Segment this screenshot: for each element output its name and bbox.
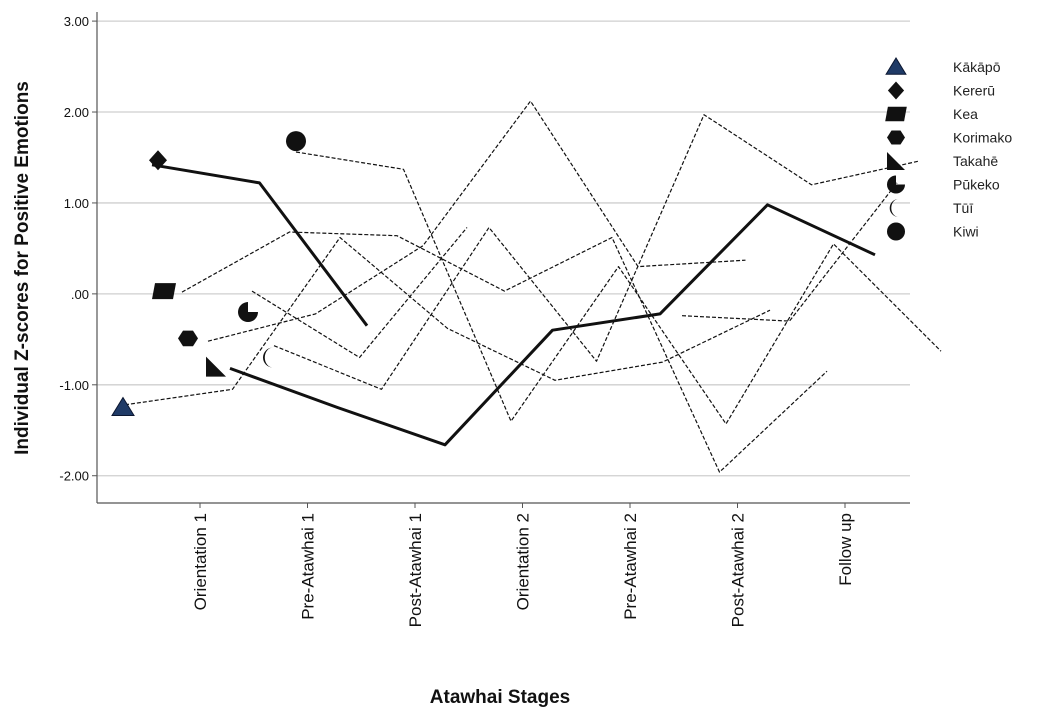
legend-label: Pūkeko (953, 177, 1000, 193)
legend-label: Tūī (953, 200, 973, 216)
y-tick-label: .00 (71, 287, 89, 302)
x-tick-label: Pre-Atawhai 1 (299, 513, 318, 620)
diamond-marker (888, 82, 904, 100)
legend-item: Pūkeko (887, 176, 1000, 194)
x-tick-label: Post-Atawhai 1 (406, 513, 425, 627)
legend-item: Kiwi (887, 223, 979, 241)
x-tick-label: Pre-Atawhai 2 (621, 513, 640, 620)
square-shape (885, 107, 907, 121)
y-tick-label: 2.00 (64, 105, 89, 120)
crescent-shape (890, 199, 899, 217)
y-axis-title: Individual Z-scores for Positive Emotion… (12, 81, 33, 455)
crescent-shape (263, 348, 273, 368)
y-tick-labels: 3.00 2.00 1.00 .00 -1.00 -2.00 (59, 14, 89, 484)
square-shape (152, 283, 176, 299)
legend-label: Kea (953, 106, 978, 122)
legend-label: Kererū (953, 83, 995, 99)
triangle-shape (112, 398, 134, 416)
legend-label: Takahē (953, 153, 998, 169)
hexagon-marker (178, 331, 198, 347)
legend-item: Kererū (888, 82, 995, 100)
pie-shape (887, 176, 905, 194)
y-tick-label: 3.00 (64, 14, 89, 29)
x-axis-title: Atawhai Stages (430, 687, 570, 708)
legend-label: Kākāpō (953, 59, 1001, 75)
x-tick-label: Orientation 2 (514, 513, 533, 610)
triangle-shape (886, 58, 906, 74)
diamond-shape (888, 82, 904, 100)
series-line (296, 152, 941, 424)
series-line (682, 183, 897, 321)
x-tick-label: Follow up (836, 513, 855, 586)
series-line (274, 115, 919, 390)
hexagon-marker (887, 131, 905, 145)
hexagon-shape (178, 331, 198, 347)
series-line (125, 238, 770, 405)
legend-item: Korimako (887, 130, 1012, 146)
pie-shape (238, 302, 258, 322)
series-line (182, 232, 827, 472)
triangle-marker (886, 58, 906, 74)
right-triangle-marker (206, 357, 226, 377)
grid (92, 21, 910, 476)
legend-item: Tūī (890, 199, 974, 217)
crescent-marker (890, 199, 899, 217)
x-tick-labels: Orientation 1 Pre-Atawhai 1 Post-Atawhai 1… (191, 503, 855, 627)
circle-shape (887, 223, 905, 241)
circle-shape (286, 131, 306, 151)
legend: Kākāpō Kererū Kea Korimako Takahē Pūkeko Tūī Ki… (885, 58, 1012, 241)
right-triangle-shape (206, 357, 226, 377)
y-tick-label: -2.00 (59, 469, 89, 484)
series-line (230, 205, 875, 445)
right-triangle-shape (887, 152, 905, 170)
triangle-marker (112, 398, 134, 416)
legend-item: Kākāpō (886, 58, 1001, 75)
series-lines (125, 101, 941, 472)
y-tick-label: -1.00 (59, 378, 89, 393)
hexagon-shape (887, 131, 905, 145)
legend-item: Kea (885, 106, 978, 122)
axes (97, 12, 910, 503)
right-triangle-marker (887, 152, 905, 170)
pie-marker (238, 302, 258, 322)
crescent-marker (263, 348, 273, 368)
circle-marker (286, 131, 306, 151)
y-tick-label: 1.00 (64, 196, 89, 211)
series-line (252, 228, 467, 358)
x-tick-label: Orientation 1 (191, 513, 210, 610)
x-tick-label: Post-Atawhai 2 (729, 513, 748, 627)
square-marker (152, 283, 176, 299)
circle-marker (887, 223, 905, 241)
legend-label: Kiwi (953, 224, 979, 240)
legend-label: Korimako (953, 130, 1012, 146)
square-marker (885, 107, 907, 121)
legend-item: Takahē (887, 152, 998, 170)
pie-marker (887, 176, 905, 194)
